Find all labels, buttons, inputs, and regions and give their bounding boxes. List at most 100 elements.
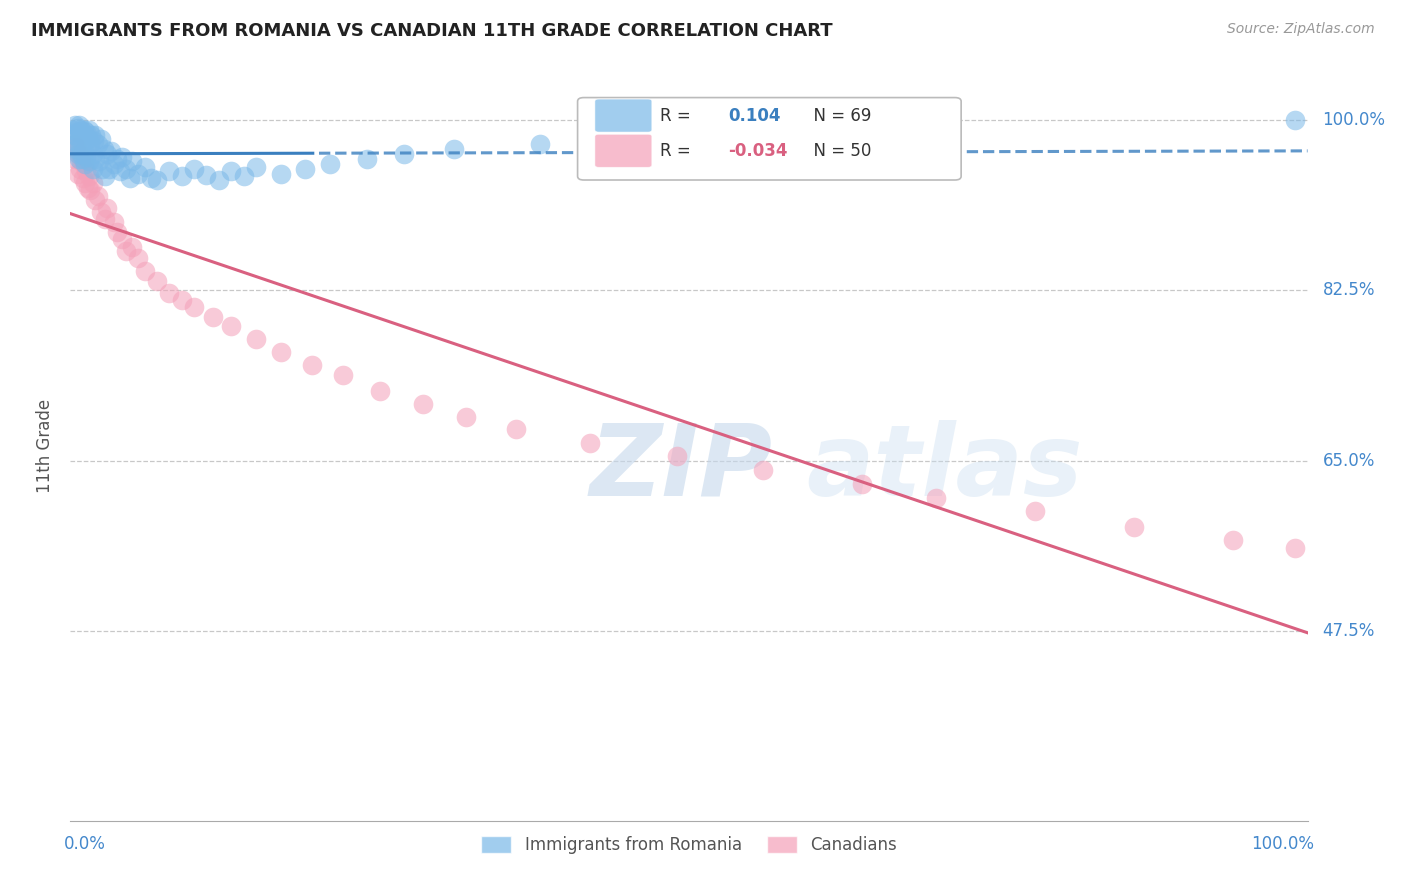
Point	[72, 128, 94, 142]
Point	[356, 152, 378, 166]
Y-axis label: 11th Grade: 11th Grade	[37, 399, 55, 493]
Point	[1123, 520, 1146, 534]
Point	[127, 251, 149, 265]
Point	[1284, 113, 1306, 128]
Point	[121, 153, 143, 168]
Point	[368, 384, 391, 398]
Point	[146, 274, 169, 288]
Point	[665, 449, 688, 463]
Point	[79, 183, 101, 197]
Point	[579, 436, 602, 450]
Point	[134, 264, 156, 278]
Point	[82, 176, 104, 190]
Point	[66, 167, 89, 181]
Text: Source: ZipAtlas.com: Source: ZipAtlas.com	[1227, 22, 1375, 37]
Point	[69, 125, 91, 139]
Point	[294, 161, 316, 176]
Point	[70, 122, 93, 136]
Text: 0.0%: 0.0%	[65, 835, 105, 854]
Point	[103, 157, 125, 171]
Point	[851, 477, 873, 491]
Point	[90, 205, 112, 219]
Point	[157, 163, 180, 178]
Text: 47.5%: 47.5%	[1323, 622, 1375, 640]
Point	[84, 193, 107, 207]
Point	[77, 153, 100, 168]
Point	[105, 225, 128, 239]
Point	[412, 397, 434, 411]
Point	[77, 169, 100, 184]
Legend: Immigrants from Romania, Canadians: Immigrants from Romania, Canadians	[474, 830, 904, 861]
Text: ZIP: ZIP	[591, 420, 773, 517]
Text: R =: R =	[661, 142, 696, 160]
Point	[121, 239, 143, 253]
Text: -0.034: -0.034	[728, 142, 787, 160]
FancyBboxPatch shape	[595, 135, 652, 168]
Text: atlas: atlas	[807, 420, 1083, 517]
Point	[75, 176, 97, 190]
Point	[90, 132, 112, 146]
Point	[75, 125, 97, 139]
Point	[183, 161, 205, 176]
Text: 0.104: 0.104	[728, 106, 780, 125]
Point	[925, 491, 948, 505]
Point	[67, 118, 90, 132]
Point	[752, 463, 775, 477]
Point	[75, 163, 97, 178]
Point	[201, 310, 224, 324]
Point	[1284, 541, 1306, 556]
Point	[66, 147, 89, 161]
Point	[73, 122, 96, 136]
Point	[103, 215, 125, 229]
Point	[63, 128, 86, 142]
Point	[65, 118, 87, 132]
Point	[62, 122, 84, 136]
Point	[270, 344, 292, 359]
FancyBboxPatch shape	[578, 97, 962, 180]
Point	[111, 150, 134, 164]
Point	[94, 212, 117, 227]
Point	[86, 189, 108, 203]
Point	[91, 161, 114, 176]
Point	[65, 140, 87, 154]
Point	[394, 147, 416, 161]
Point	[146, 173, 169, 187]
Point	[82, 161, 104, 176]
Point	[83, 135, 105, 149]
Point	[456, 409, 478, 424]
Point	[208, 173, 231, 187]
Point	[195, 168, 218, 182]
Point	[319, 157, 342, 171]
Point	[232, 169, 254, 184]
Point	[65, 125, 87, 139]
Point	[75, 157, 97, 171]
Point	[127, 167, 149, 181]
Text: 100.0%: 100.0%	[1323, 111, 1385, 129]
Point	[72, 152, 94, 166]
Point	[82, 147, 104, 161]
Point	[301, 358, 323, 372]
Point	[100, 144, 122, 158]
Text: 65.0%: 65.0%	[1323, 451, 1375, 469]
Point	[1024, 504, 1046, 518]
Point	[139, 171, 162, 186]
Point	[84, 128, 107, 142]
Point	[529, 137, 551, 152]
Point	[65, 142, 87, 156]
Point	[170, 169, 193, 184]
Point	[76, 181, 98, 195]
Point	[108, 163, 131, 178]
Point	[69, 140, 91, 154]
Point	[66, 120, 89, 135]
Point	[96, 201, 118, 215]
Point	[219, 163, 242, 178]
Text: R =: R =	[661, 106, 696, 125]
Point	[270, 167, 292, 181]
Point	[77, 122, 100, 136]
Point	[87, 153, 110, 168]
Point	[73, 157, 96, 171]
Point	[1222, 533, 1244, 548]
Text: N = 50: N = 50	[803, 142, 872, 160]
Point	[93, 142, 115, 156]
Point	[97, 161, 120, 176]
